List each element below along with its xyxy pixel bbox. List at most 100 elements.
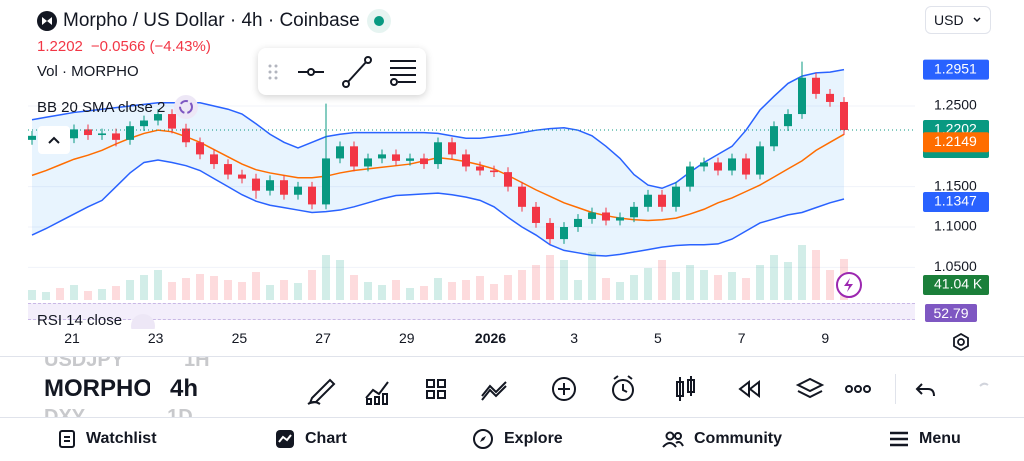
- nav-menu[interactable]: Menu: [889, 424, 961, 454]
- volume-bar: [266, 285, 274, 300]
- volume-bar: [238, 282, 246, 300]
- alert[interactable]: [612, 375, 634, 401]
- candle-body: [532, 206, 540, 223]
- interval: 1D: [167, 406, 193, 417]
- candle-body: [70, 129, 78, 139]
- symbol-switcher[interactable]: USDJPY 1H MORPHO 4h DXY 1D: [0, 357, 230, 417]
- volume-bar: [728, 272, 736, 300]
- templates[interactable]: [426, 379, 446, 399]
- y-tick-label: 1.0500: [934, 258, 977, 274]
- bb-legend: BB 20 SMA close 2: [37, 94, 199, 120]
- candle-body: [168, 114, 176, 129]
- bb-middle-tag: 1.2149: [934, 133, 977, 149]
- market-status: [366, 9, 391, 33]
- candle-body: [224, 164, 232, 175]
- more[interactable]: [845, 385, 871, 393]
- collapse-button[interactable]: [38, 126, 70, 154]
- bb-lower-tag-bg: [923, 192, 989, 213]
- volume-bar: [700, 270, 708, 300]
- volume-bar: [784, 262, 792, 300]
- nav-explore[interactable]: Explore: [472, 424, 563, 454]
- volume-bar: [168, 282, 176, 300]
- undo[interactable]: [915, 383, 935, 397]
- x-tick-label: 2026: [474, 330, 507, 346]
- nav-watchlist[interactable]: Watchlist: [58, 424, 157, 454]
- candle-body: [252, 178, 260, 191]
- symbol-row[interactable]: MORPHO 4h: [44, 375, 198, 403]
- symbol: DXY: [44, 406, 86, 417]
- symbol: MORPHO: [44, 375, 150, 402]
- redo[interactable]: [979, 382, 989, 387]
- date-axis: 21 23 25 27 29 2026 3 5 7 9: [0, 330, 915, 352]
- candle-body: [686, 166, 694, 187]
- candle-body: [28, 135, 36, 140]
- symbol-row[interactable]: USDJPY 1H: [44, 357, 210, 372]
- nav-community[interactable]: Community: [662, 424, 782, 454]
- interval: 4h: [170, 375, 199, 402]
- volume-bar: [224, 280, 232, 300]
- volume-bar: [518, 270, 526, 300]
- volume-bar: [686, 265, 694, 300]
- toolbar: [307, 375, 989, 405]
- toolbar-divider: [895, 374, 896, 404]
- volume-bar: [336, 260, 344, 300]
- volume-bar: [126, 280, 134, 300]
- candle-body: [210, 154, 218, 165]
- settings-icon[interactable]: [950, 331, 972, 353]
- volume-bar: [350, 275, 358, 300]
- volume-bar: [504, 275, 512, 300]
- price-change: 1.2202 −0.0566 (−4.43%): [37, 38, 211, 55]
- volume-bar: [322, 255, 330, 300]
- compare[interactable]: [481, 381, 507, 401]
- x-tick-label: 3: [570, 330, 579, 346]
- y-tick-label: 1.1000: [934, 218, 977, 234]
- volume-bar: [28, 290, 36, 300]
- candle-body: [266, 180, 274, 191]
- add[interactable]: [552, 377, 576, 401]
- volume-bar: [210, 276, 218, 300]
- bb-icon[interactable]: [173, 94, 199, 120]
- draw-tool[interactable]: [307, 378, 336, 405]
- candle-body: [700, 162, 708, 167]
- volume-bar: [378, 285, 386, 300]
- bb-upper-tag: 1.2951: [934, 60, 977, 76]
- alert-icon[interactable]: [835, 271, 863, 299]
- symbol-row[interactable]: DXY 1D: [44, 406, 193, 417]
- x-tick-label: 21: [64, 330, 80, 346]
- candle-body: [392, 154, 400, 161]
- x-tick-label: 7: [737, 330, 746, 346]
- x-tick-label: 25: [231, 330, 248, 346]
- indicators[interactable]: [365, 381, 389, 405]
- candle-body: [112, 133, 120, 140]
- replay[interactable]: [738, 379, 760, 399]
- x-tick-label: 5: [653, 330, 662, 346]
- volume-bar: [756, 265, 764, 300]
- candle-body: [126, 126, 134, 140]
- symbol: USDJPY: [44, 357, 125, 371]
- bb-middle-tag-bg: [923, 132, 989, 153]
- volume-bar: [770, 255, 778, 300]
- last-price: 1.2202: [37, 38, 83, 55]
- candle-body: [742, 158, 750, 175]
- nav-label: Chart: [305, 430, 347, 447]
- nav-chart[interactable]: Chart: [275, 424, 347, 454]
- candle-body: [364, 158, 372, 167]
- volume-tag-bg: [923, 275, 989, 295]
- icon: [473, 429, 493, 449]
- layers[interactable]: [795, 377, 825, 399]
- bb-line: [31, 159, 845, 257]
- volume-bar: [98, 289, 106, 300]
- volume-bar: [182, 278, 190, 300]
- candle-body: [672, 186, 680, 207]
- rsi-icon[interactable]: [130, 313, 156, 329]
- symbol-header[interactable]: Morpho / US Dollar · 4h · Coinbase: [37, 8, 392, 34]
- candle-body: [560, 226, 568, 240]
- chart-type[interactable]: [676, 376, 695, 401]
- bb-line: [31, 68, 845, 190]
- currency-select[interactable]: USD: [925, 6, 991, 34]
- volume-bar: [588, 252, 596, 300]
- change-percent: (−4.43%): [149, 38, 211, 55]
- volume-bar: [812, 250, 820, 300]
- candle-body: [588, 212, 596, 219]
- volume-bar: [490, 284, 498, 300]
